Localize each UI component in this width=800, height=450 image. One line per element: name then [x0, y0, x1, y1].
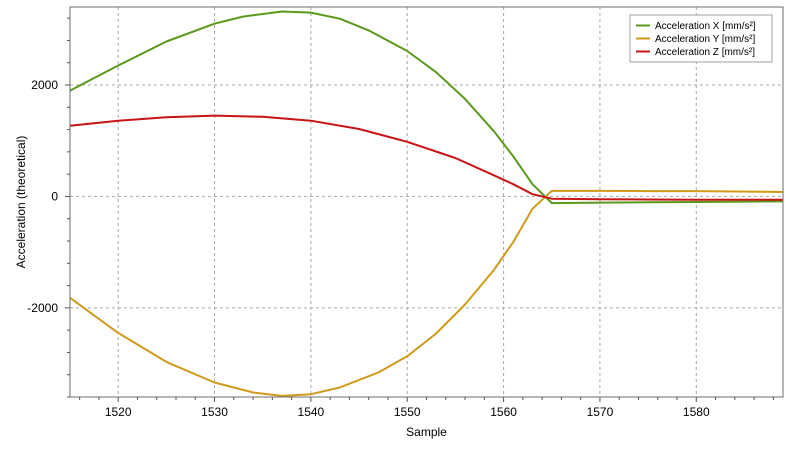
legend-box [629, 14, 773, 63]
series-line-3 [69, 114, 783, 201]
x-tick-label: 1540 [298, 405, 325, 419]
x-tick-label: 1570 [587, 405, 614, 419]
legend-label-1: Acceleration X [mm/s²] [655, 21, 756, 32]
series-line-2 [69, 189, 784, 397]
x-tick-label: 1560 [490, 405, 517, 419]
x-tick-label: 1520 [105, 405, 132, 419]
y-tick-label: 2000 [31, 78, 58, 92]
legend-label-3: Acceleration Z [mm/s²] [655, 47, 755, 58]
legend: Acceleration X [mm/s²] Acceleration Y [mm… [629, 14, 773, 63]
y-tick-label: 0 [51, 189, 58, 203]
x-tick-label: 1580 [683, 405, 710, 419]
x-axis-title: Sample [406, 425, 447, 439]
legend-label-2: Acceleration Y [mm/s²] [655, 34, 755, 45]
x-tick-label: 1530 [201, 405, 228, 419]
y-axis-title: Acceleration (theoretical) [14, 136, 28, 269]
y-tick-labels: -2000 0 2000 [27, 78, 58, 315]
y-tick-label: -2000 [27, 301, 58, 315]
series-line-1 [69, 10, 784, 205]
x-tick-labels: 1520 1530 1540 1550 1560 1570 1580 [105, 405, 710, 419]
x-tick-label: 1550 [394, 405, 421, 419]
tick-marks [65, 17, 774, 402]
series-lines [69, 10, 784, 397]
